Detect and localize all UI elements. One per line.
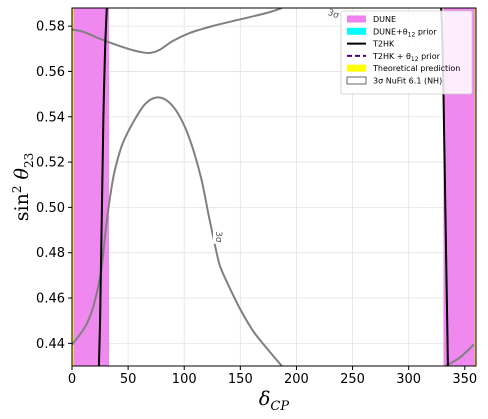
nufit-contour-1 [72,8,283,55]
x-tick-label: 0 [68,372,76,387]
x-tick-label: 350 [452,372,477,387]
contour-label: 3σ [213,231,223,243]
y-tick-label: 0.58 [36,20,65,35]
x-tick-label: 300 [396,372,421,387]
contour-label: 3σ [326,8,340,21]
legend-label: DUNE+θ12 prior [373,27,437,38]
plot-frame [71,7,477,367]
x-tick-label: 250 [340,372,365,387]
legend-label: T2HK + θ12 prior [372,52,441,63]
contour-label-bg [324,5,343,22]
y-axis: 0.44 0.46 0.48 0.50 0.52 0.54 0.56 0.58 [36,20,72,352]
x-tick-label: 100 [172,372,197,387]
x-tick-label: 50 [120,372,137,387]
x-tick-label: 200 [284,372,309,387]
y-axis-title: sin2 θ23 [10,153,36,221]
legend-label: T2HK [372,40,395,49]
y-tick-label: 0.54 [36,110,65,125]
x-axis: 0 50 100 150 200 250 300 350 [68,366,477,387]
t2hk-line-1 [97,8,108,366]
nufit-contour-3 [445,343,475,366]
y-tick-label: 0.44 [36,337,65,352]
legend-label: Theoretical prediction [372,64,460,73]
legend-box [340,10,473,95]
region-theory-left [72,8,74,366]
legend-label: DUNE [373,15,396,24]
legend-handle [347,64,366,72]
legend-handle [347,15,366,23]
y-tick-label: 0.46 [36,292,65,307]
legend-handle [347,27,366,35]
y-tick-label: 0.56 [36,65,65,80]
legend: DUNE DUNE+θ12 prior T2HK T2HK + θ12 priorTh… [340,10,473,95]
region-theory-right [474,8,476,366]
legend-handle [346,76,367,85]
contour-labels: 3σ 3σ [213,5,343,244]
x-tick-label: 150 [228,372,253,387]
y-tick-label: 0.50 [36,201,65,216]
y-tick-label: 0.52 [36,156,65,171]
legend-label: 3σ NuFit 6.1 (NH) [373,77,442,86]
y-tick-label: 0.48 [36,246,65,261]
x-axis-title: δCP [259,388,289,414]
contour-label-bg [213,229,226,244]
